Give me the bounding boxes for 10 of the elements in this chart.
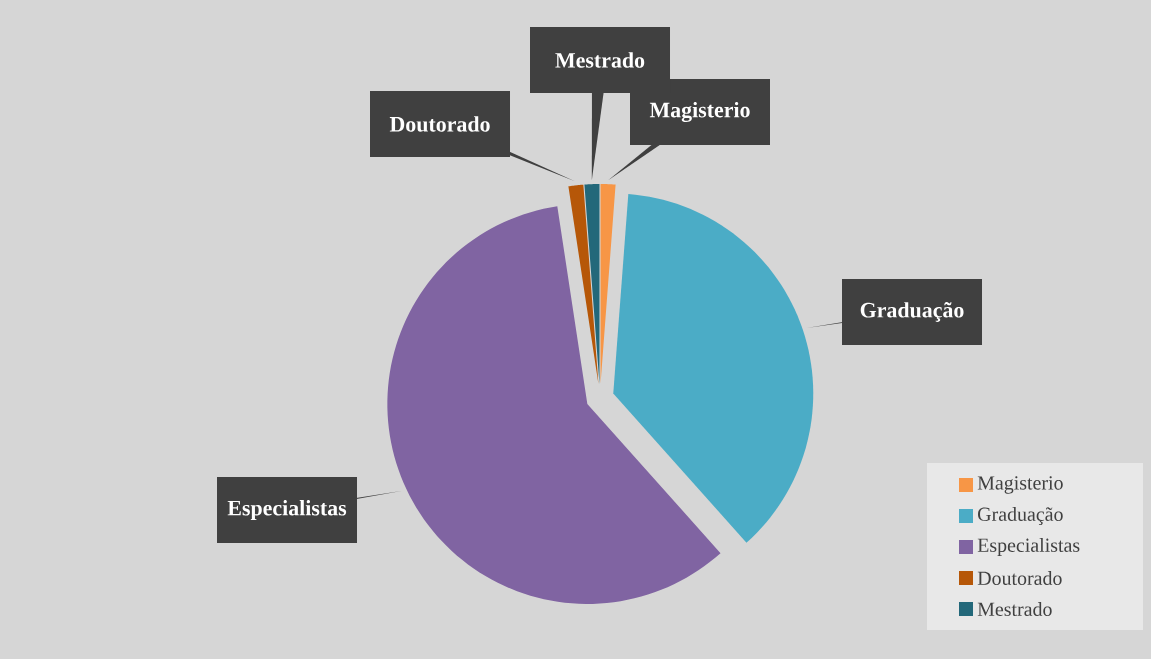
slice-label: Graduação [860, 302, 964, 322]
slice-label: Especialistas [227, 500, 347, 520]
legend-label: Magisterio [977, 476, 1063, 494]
legend-label: Doutorado [977, 570, 1062, 585]
legend-label: Graduação [978, 506, 1063, 526]
legend-label: Especialistas [977, 537, 1080, 557]
category-label: Magisterio [649, 101, 750, 123]
category-label: Mestrado [555, 52, 645, 68]
category-label: Doutorado [389, 116, 490, 132]
legend-label: Mestrado [977, 601, 1052, 616]
